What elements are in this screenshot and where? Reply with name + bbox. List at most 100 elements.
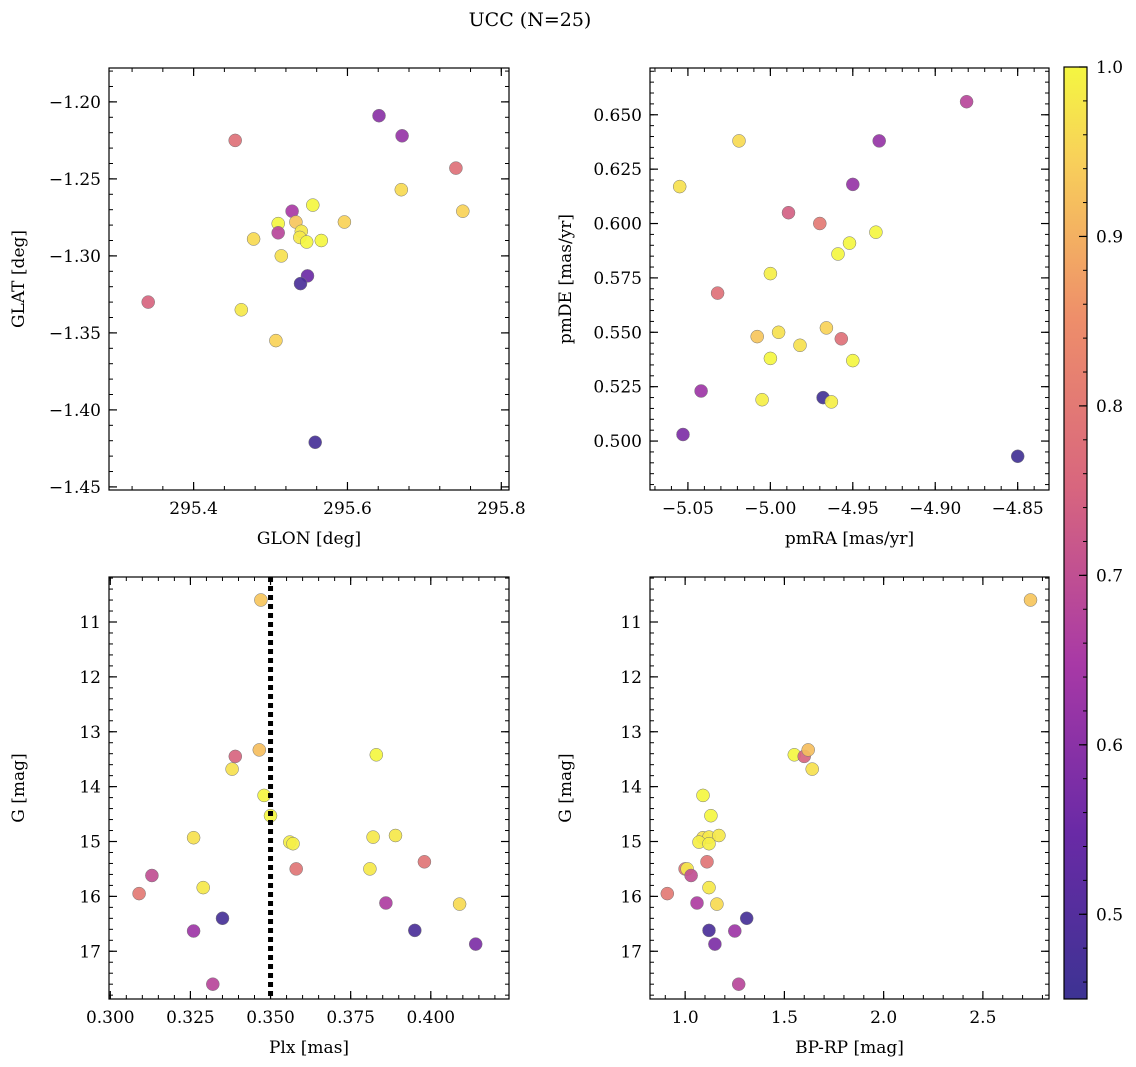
data-point xyxy=(696,788,710,803)
data-point xyxy=(702,836,716,851)
x-tick-label: 0.350 xyxy=(246,1008,295,1028)
x-tick-label: −5.05 xyxy=(662,499,714,519)
y-tick-label: 17 xyxy=(79,942,101,962)
data-point xyxy=(468,937,483,951)
x-axis-label: BP-RP [mag] xyxy=(795,1038,904,1058)
data-point xyxy=(228,749,243,764)
x-tick-label: −5.00 xyxy=(744,499,796,519)
data-point xyxy=(337,215,352,229)
data-point xyxy=(363,862,377,876)
data-point xyxy=(274,249,289,263)
data-point xyxy=(196,880,210,895)
y-tick-label: 15 xyxy=(620,833,642,853)
subplot-pmra-pmde: −5.05 −5.00 −4.95 −4.90 −4.85 0.500 0.525 0.550… xyxy=(556,67,1050,549)
axes-frame xyxy=(649,67,1050,491)
x-tick-label: 1.5 xyxy=(771,1008,798,1028)
subplot-glon-glat: 295.4 295.6 295.8 −1.20 −1.25 −1.30 −1.35 −1.40… xyxy=(9,67,526,549)
data-point xyxy=(831,247,845,261)
y-axis-label: G [mag] xyxy=(556,753,576,822)
data-point xyxy=(388,828,403,843)
colorbar-gradient xyxy=(1063,66,1088,1000)
y-tick-label: 17 xyxy=(620,942,642,962)
data-point xyxy=(269,333,283,348)
data-point xyxy=(379,896,393,910)
data-point xyxy=(834,332,849,346)
data-point xyxy=(739,911,754,926)
y-tick-label: 0.600 xyxy=(593,215,642,235)
y-axis-label: GLAT [deg] xyxy=(9,230,29,328)
data-point xyxy=(702,923,716,938)
data-point xyxy=(314,233,329,248)
data-point xyxy=(771,325,786,340)
data-point xyxy=(704,808,718,823)
points-plx-g xyxy=(132,593,483,991)
data-point xyxy=(700,855,714,869)
data-point xyxy=(132,886,146,901)
y-tick-label: −1.25 xyxy=(49,170,101,190)
y-tick-label: −1.35 xyxy=(49,324,101,344)
data-point xyxy=(819,321,834,335)
y-tick-label: −1.20 xyxy=(49,93,101,113)
data-point xyxy=(394,182,409,197)
data-point xyxy=(781,205,796,220)
data-point xyxy=(1010,449,1025,464)
subplot-bprp-g: 1.0 1.5 2.0 2.5 11 12 13 14 15 16 17 BP-RP [mag] G [… xyxy=(556,576,1050,1058)
data-point xyxy=(252,743,267,757)
data-point xyxy=(246,232,261,246)
y-tick-label: 13 xyxy=(620,723,642,743)
data-point xyxy=(793,338,807,353)
data-point xyxy=(141,295,155,309)
x-tick-label: 2.5 xyxy=(969,1008,996,1028)
data-point xyxy=(694,384,708,398)
data-point xyxy=(732,134,746,148)
data-point xyxy=(186,924,201,938)
points-bprp-g xyxy=(660,593,1038,991)
data-point xyxy=(710,286,725,300)
data-point xyxy=(731,977,746,991)
colorbar-tick-label: 0.7 xyxy=(1096,566,1123,586)
data-point xyxy=(846,177,860,192)
colorbar-tick-label: 0.5 xyxy=(1096,905,1123,925)
data-point xyxy=(708,937,722,951)
data-point xyxy=(299,235,314,249)
data-point xyxy=(824,395,839,409)
y-tick-label: −1.30 xyxy=(49,247,101,267)
points-glon-glat xyxy=(141,108,470,450)
x-tick-label: 0.400 xyxy=(406,1008,455,1028)
x-tick-label: 295.4 xyxy=(169,499,218,519)
y-tick-label: 0.500 xyxy=(593,432,642,452)
data-point xyxy=(145,868,159,883)
x-tick-label: 295.8 xyxy=(477,499,526,519)
data-point xyxy=(763,266,778,281)
colorbar: 0.5 0.6 0.7 0.8 0.9 1.0 xyxy=(1063,58,1123,1000)
data-point xyxy=(710,897,724,911)
data-point xyxy=(228,133,242,148)
y-tick-label: 16 xyxy=(620,887,642,907)
data-point xyxy=(846,353,860,368)
colorbar-tick-label: 0.9 xyxy=(1096,227,1123,247)
data-point xyxy=(805,762,819,776)
data-point xyxy=(842,236,857,250)
data-point xyxy=(456,204,470,218)
data-point xyxy=(449,161,463,175)
data-point xyxy=(271,226,285,240)
y-tick-label: 16 xyxy=(79,887,101,907)
data-point xyxy=(289,862,303,876)
x-tick-label: 0.300 xyxy=(86,1008,135,1028)
data-point xyxy=(690,896,704,910)
data-point xyxy=(286,836,300,851)
data-point xyxy=(417,855,432,869)
y-tick-label: 0.550 xyxy=(593,323,642,343)
y-tick-label: 0.575 xyxy=(593,269,642,289)
data-point xyxy=(369,748,384,762)
axes-frame xyxy=(108,576,510,1000)
data-point xyxy=(755,392,769,407)
y-tick-label: 14 xyxy=(620,778,642,798)
x-tick-label: −4.85 xyxy=(992,499,1044,519)
x-tick-label: 2.0 xyxy=(870,1008,897,1028)
y-tick-label: 11 xyxy=(620,613,642,633)
data-point xyxy=(452,897,467,911)
x-tick-label: −4.90 xyxy=(909,499,961,519)
data-point xyxy=(959,94,974,109)
